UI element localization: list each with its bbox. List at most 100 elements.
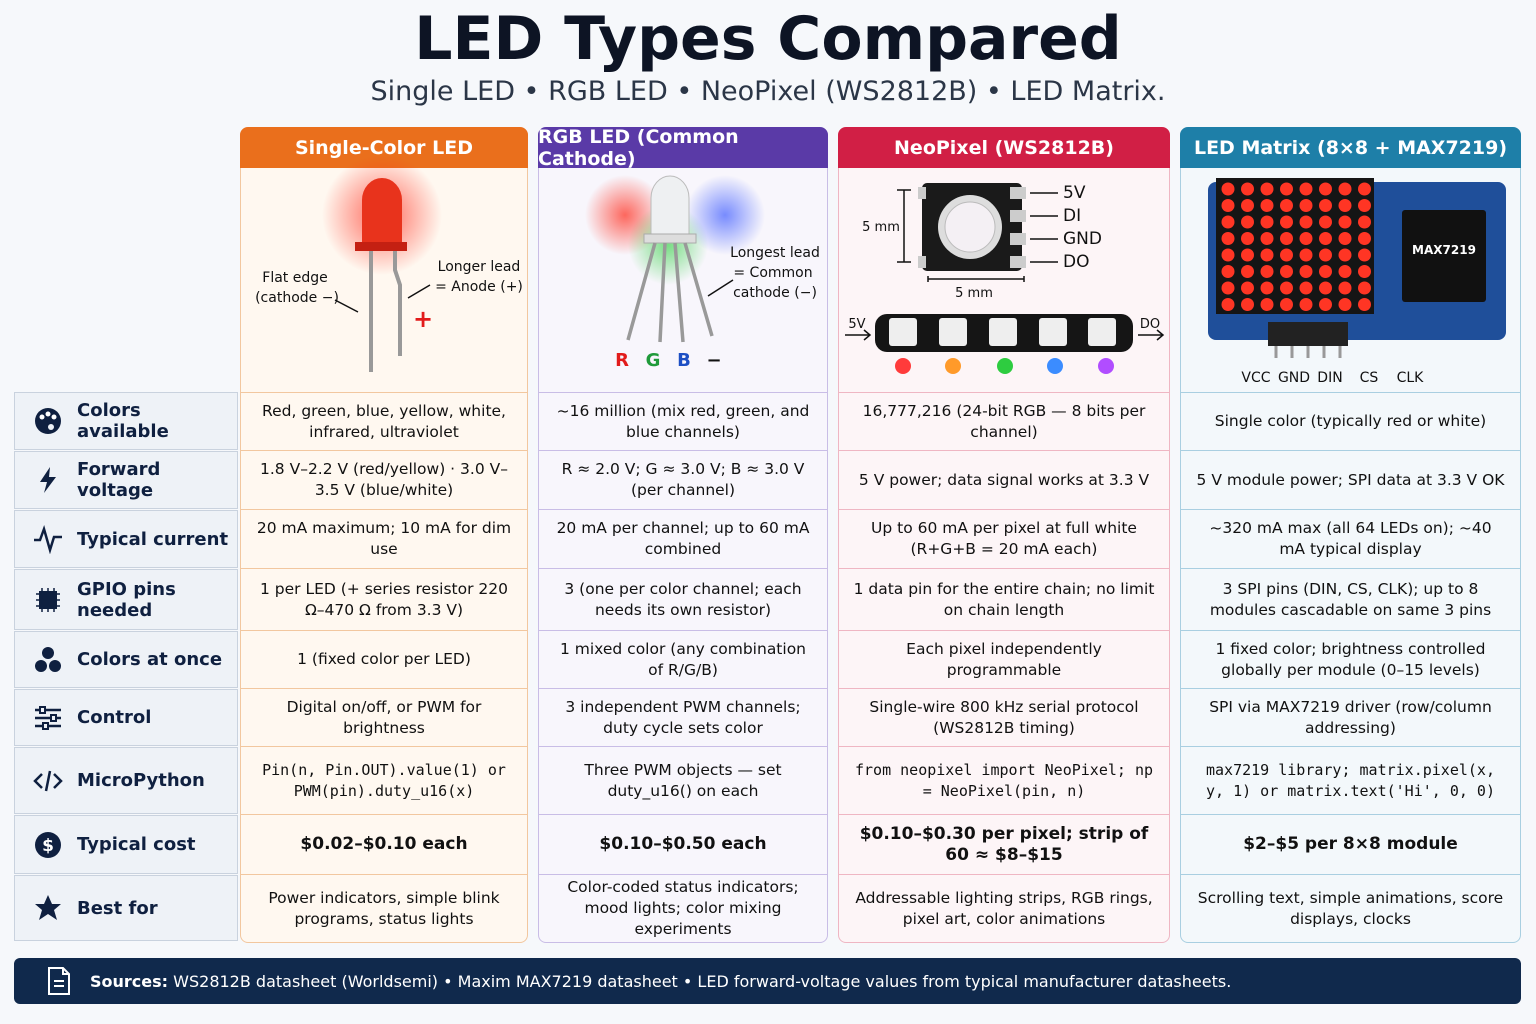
illustration-label: 5 mm [862, 220, 900, 235]
column-header: LED Matrix (8×8 + MAX7219) [1180, 127, 1521, 168]
matrix-dot [1241, 182, 1254, 196]
matrix-dot [1241, 232, 1254, 245]
illustration-label: GND [1278, 370, 1310, 386]
cell: $0.02–$0.10 each [241, 815, 527, 875]
cell: Single-wire 800 kHz serial protocol (WS2… [839, 689, 1169, 747]
matrix-dot [1358, 232, 1371, 245]
row-icon: $ [35, 831, 61, 858]
matrix-dot [1338, 199, 1352, 212]
cell: Up to 60 mA per pixel at full white (R+G… [839, 510, 1169, 569]
cell: Power indicators, simple blink programs,… [268, 888, 500, 928]
row-label: Forward voltage [14, 451, 238, 509]
cell: Addressable lighting strips, RGB rings, … [855, 888, 1153, 928]
matrix-dot [1319, 248, 1332, 262]
cell: Single color (typically red or white) [1181, 392, 1520, 451]
cell: 16,777,216 (24-bit RGB — 8 bits per chan… [839, 392, 1169, 451]
illustration-label: (cathode −) [255, 290, 339, 306]
illustration-label: DIN [1317, 370, 1342, 386]
row-label-text: Colors at once [77, 649, 223, 670]
row-label: Best for [14, 875, 238, 941]
row-label: Typical current [14, 510, 238, 568]
matrix-dot [1280, 265, 1293, 278]
cell: 5 V module power; SPI data at 3.3 V OK [1181, 451, 1520, 510]
matrix-dot [1338, 298, 1352, 311]
matrix-dot [1319, 215, 1332, 229]
row-label-text: Forward voltage [77, 459, 161, 501]
row-label: Colors at once [14, 631, 238, 688]
row-icon [40, 467, 56, 493]
row-icon [36, 587, 60, 612]
cell: 1 (fixed color per LED) [241, 631, 527, 689]
subtitle: Single LED • RGB LED • NeoPixel (WS2812B… [370, 76, 1166, 107]
cell: Each pixel independently programmable [839, 631, 1169, 689]
matrix-dot [1358, 265, 1371, 278]
cell: $0.10–$0.30 per pixel; strip of 60 ≈ $8–… [839, 815, 1169, 875]
cell: 1 per LED (+ series resistor 220 Ω–470 Ω… [241, 569, 527, 631]
cell: Three PWM objects — set duty_u16() on ea… [539, 747, 827, 815]
led-matrix: MAX7219 VCC GND DIN CS CLK [1208, 178, 1506, 386]
matrix-dot [1299, 199, 1313, 212]
matrix-dot [1319, 265, 1332, 278]
cell: 20 mA per channel; up to 60 mA combined [539, 510, 827, 569]
cell: Color-coded status indicators; mood ligh… [567, 878, 799, 938]
cell: $2–$5 per 8×8 module [1181, 815, 1520, 875]
matrix-dot [1221, 232, 1235, 245]
matrix-dot [1319, 232, 1332, 245]
row-label-text: GPIO pins needed [77, 578, 176, 621]
illustration-label: + [413, 305, 433, 333]
matrix-dot [1338, 281, 1352, 295]
matrix-dot [1358, 281, 1371, 295]
matrix-dot [1280, 248, 1293, 262]
cell: from neopixel import NeoPixel; np = NeoP… [839, 747, 1169, 815]
matrix-dot [1241, 265, 1254, 278]
matrix-dot [1338, 215, 1352, 229]
matrix-dot [1280, 232, 1293, 245]
cell: 3 SPI pins (DIN, CS, CLK); up to 8 modul… [1181, 569, 1520, 631]
footer: Sources: WS2812B datasheet (Worldsemi) •… [14, 958, 1521, 1004]
matrix-dot [1260, 265, 1274, 278]
cell: Scrolling text, simple animations, score… [1197, 888, 1504, 928]
matrix-dot [1299, 182, 1313, 196]
cell: 1.8 V–2.2 V (red/yellow) · 3.0 V–3.5 V (… [241, 451, 527, 510]
cell: 3 (one per color channel; each needs its… [539, 569, 827, 631]
illustration-label: 5V [1063, 183, 1086, 203]
illustration-label: DO [1140, 317, 1160, 332]
illustration-label: cathode (−) [733, 285, 817, 301]
illustration-label: − [706, 350, 721, 371]
illustration-label: CLK [1397, 370, 1425, 386]
matrix-dot [1221, 199, 1235, 212]
matrix-dot [1358, 248, 1371, 262]
cell: Pin(n, Pin.OUT).value(1) or PWM(pin).dut… [241, 747, 527, 815]
cell: ~320 mA max (all 64 LEDs on); ~40 mA typ… [1181, 510, 1520, 569]
illustration-label: 5V [848, 317, 865, 332]
cell: Digital on/off, or PWM for brightness [241, 689, 527, 747]
rgb-led: Longest lead = Common cathode (−) R G B … [585, 175, 820, 371]
matrix-dot [1319, 281, 1332, 295]
neopixel: 5 mm 5V DI GND DO 5 mm 5V DO [845, 183, 1165, 374]
cell: ~16 million (mix red, green, and blue ch… [539, 392, 827, 451]
matrix-dot [1221, 265, 1235, 278]
cell: 3 independent PWM channels; duty cycle s… [539, 689, 827, 747]
illustration-label: VCC [1241, 370, 1270, 386]
matrix-dot [1221, 182, 1235, 196]
matrix-dot [1338, 232, 1352, 245]
row-icon [34, 524, 62, 554]
cell: 1 mixed color (any combination of R/G/B) [539, 631, 827, 689]
matrix-dot [1280, 298, 1293, 311]
row-icon [35, 408, 61, 434]
matrix-dot [1280, 182, 1293, 196]
row-label-text: Control [77, 707, 152, 728]
matrix-dot [1241, 298, 1254, 311]
row-label-text: Typical cost [77, 834, 196, 855]
row-icon [35, 895, 61, 920]
matrix-dot [1260, 199, 1274, 212]
matrix-dot [1299, 232, 1313, 245]
matrix-dot [1260, 232, 1274, 245]
matrix-dot [1358, 298, 1371, 311]
cell: 5 V power; data signal works at 3.3 V [839, 451, 1169, 510]
row-label: Control [14, 689, 238, 746]
row-label-text: Colors available [77, 400, 169, 442]
matrix-dot [1319, 298, 1332, 311]
matrix-dot [1280, 281, 1293, 295]
matrix-dot [1241, 199, 1254, 212]
